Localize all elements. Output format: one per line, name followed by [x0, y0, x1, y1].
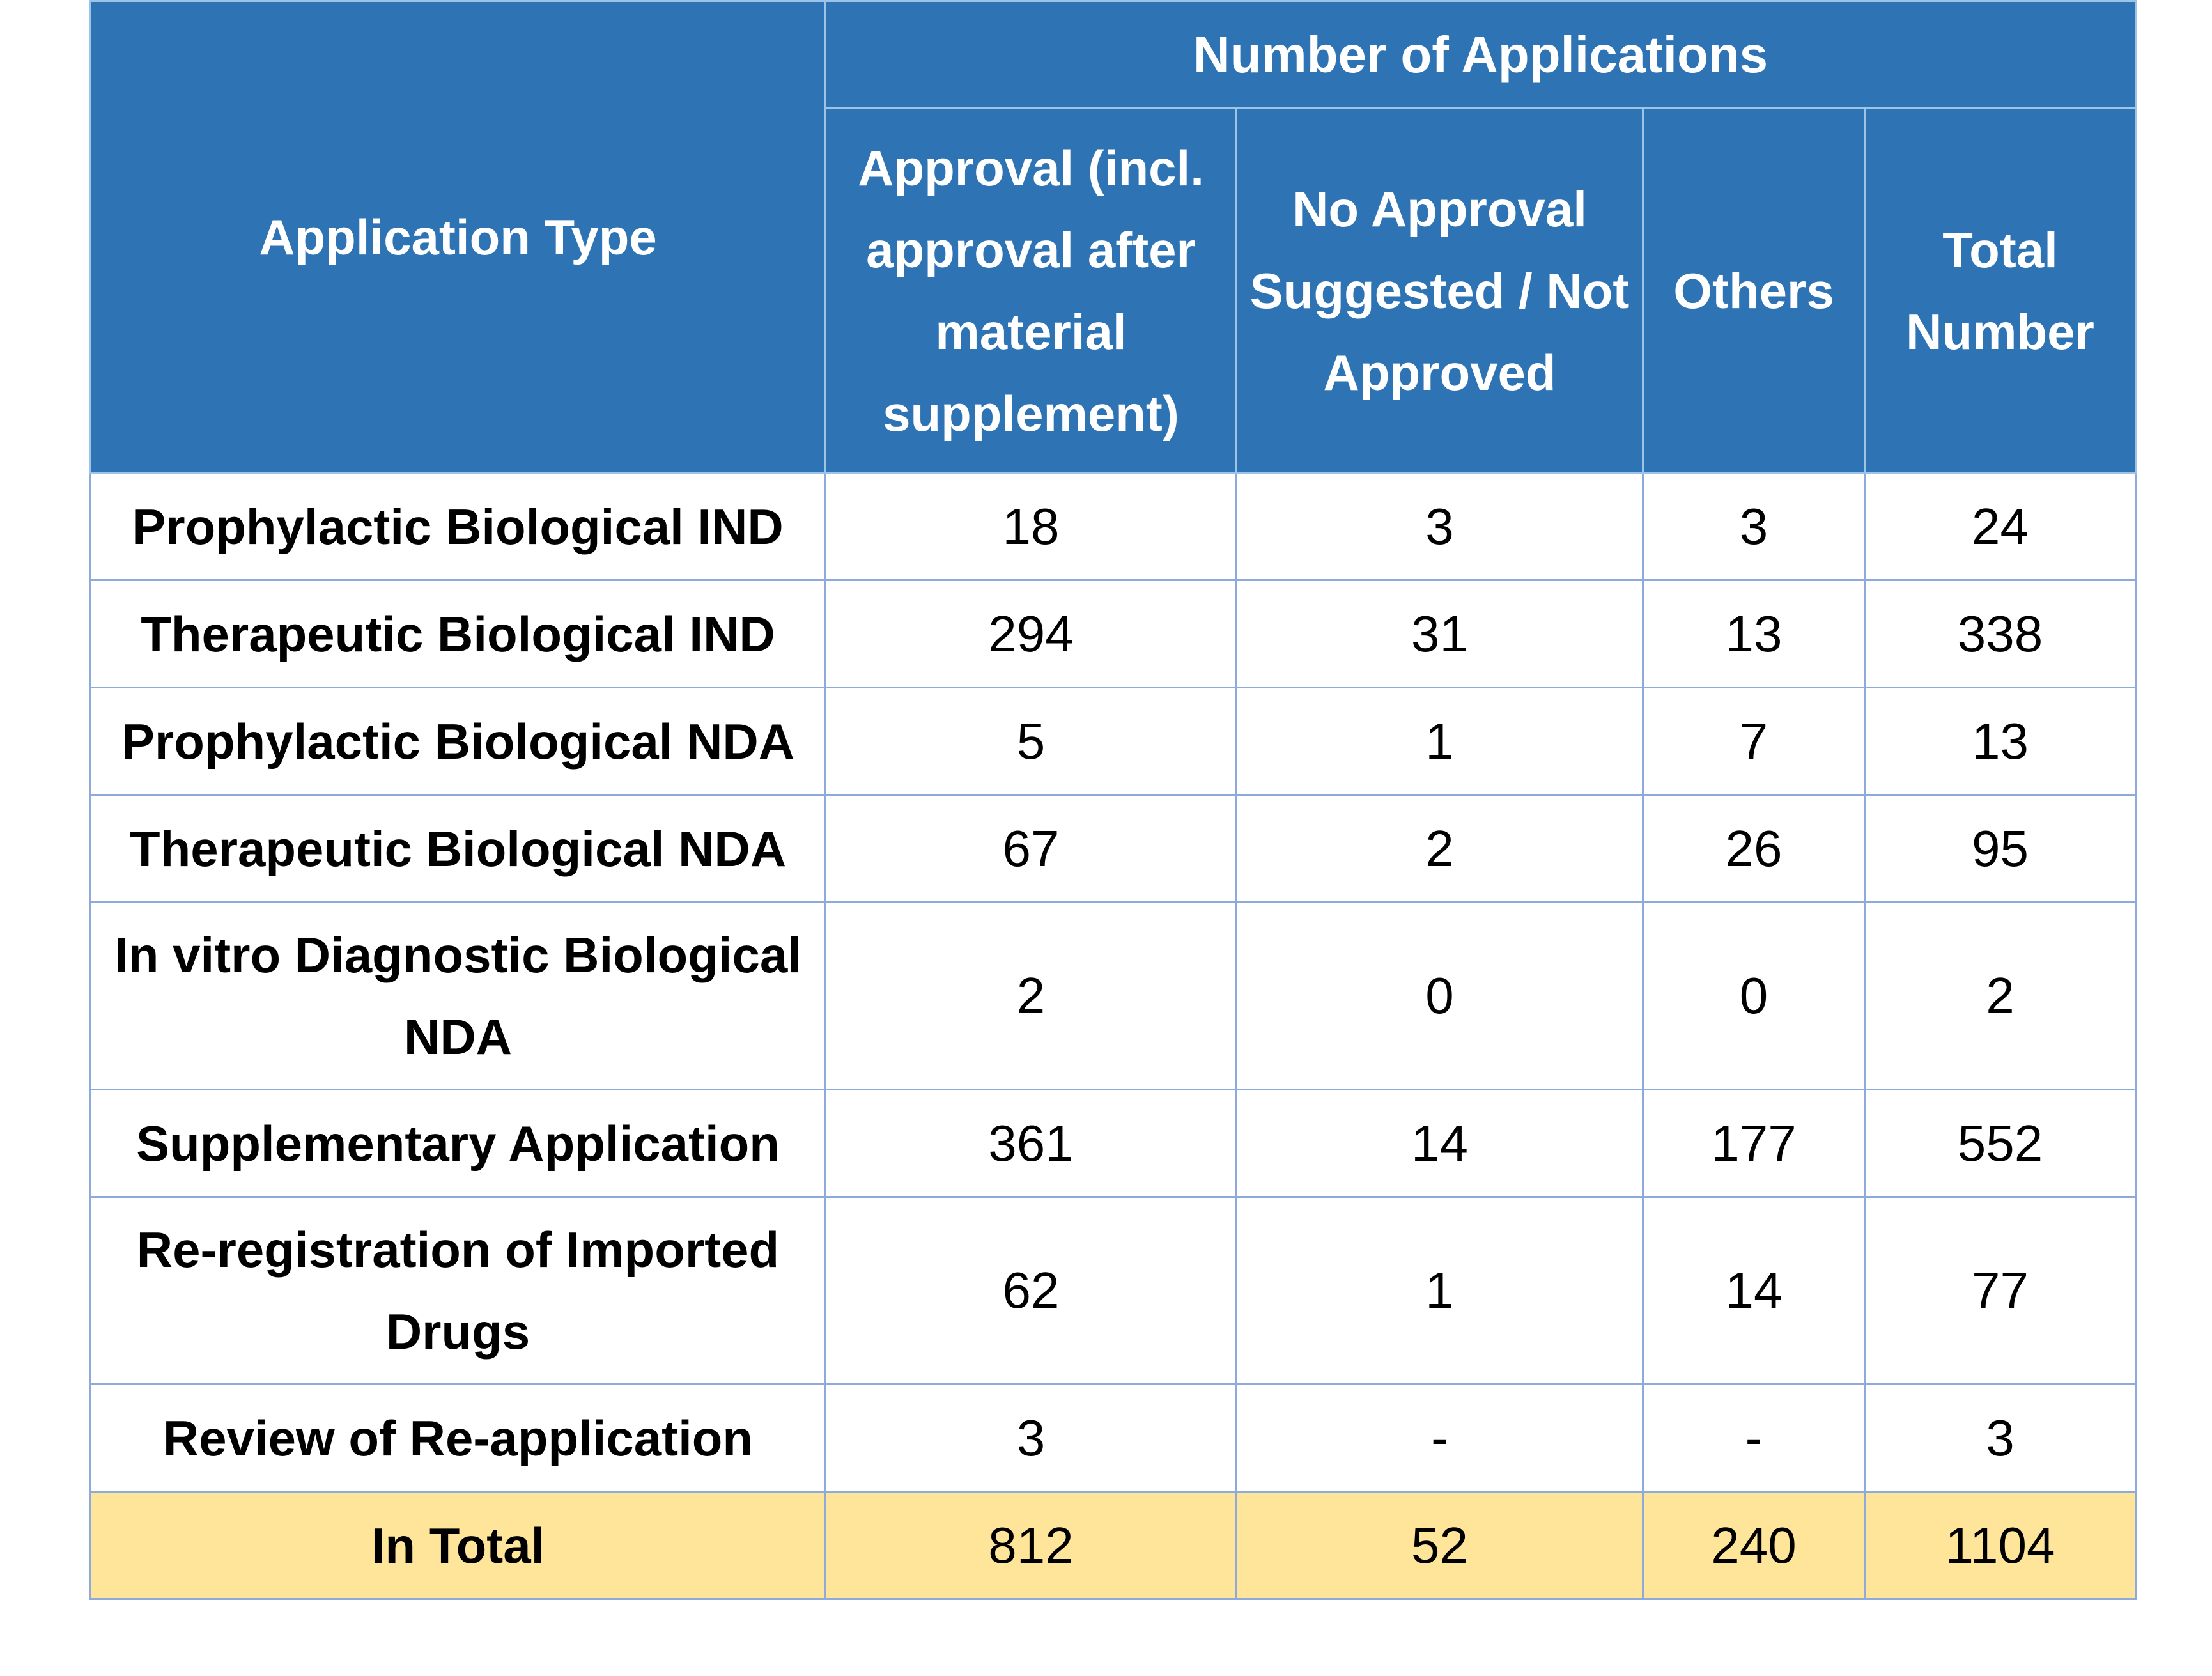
approval-column-header: Approval (incl. approval after material …	[824, 107, 1237, 474]
row-label: In vitro Diagnostic Biological NDA	[89, 901, 826, 1090]
total-row-label: In Total	[89, 1491, 826, 1600]
header-row-top: Application Type Number of Applications	[89, 0, 2137, 474]
no-approval-cell: 1	[1235, 687, 1644, 796]
table-row: Re-registration of Imported Drugs 62 1 1…	[89, 1196, 2137, 1385]
row-label: Therapeutic Biological IND	[89, 579, 826, 688]
no-approval-cell: 0	[1235, 901, 1644, 1090]
table-row: Therapeutic Biological NDA 67 2 26 95	[89, 794, 2137, 903]
approval-cell: 2	[824, 901, 1237, 1090]
table-row: Review of Re-application 3 - - 3	[89, 1383, 2137, 1493]
others-cell: 3	[1642, 472, 1866, 581]
number-of-applications-header: Number of Applications	[824, 0, 2137, 109]
row-label: Review of Re-application	[89, 1383, 826, 1493]
others-column-header: Others	[1642, 107, 1866, 474]
others-cell: -	[1642, 1383, 1866, 1493]
row-label: Therapeutic Biological NDA	[89, 794, 826, 903]
no-approval-cell: 1	[1235, 1196, 1644, 1385]
others-cell: 0	[1642, 901, 1866, 1090]
no-approval-cell: 2	[1235, 794, 1644, 903]
table-row: Therapeutic Biological IND 294 31 13 338	[89, 579, 2137, 688]
total-cell: 2	[1863, 901, 2137, 1090]
row-label: Prophylactic Biological NDA	[89, 687, 826, 796]
approval-cell: 294	[824, 579, 1237, 688]
grand-total-cell: 1104	[1863, 1491, 2137, 1600]
total-cell: 552	[1863, 1089, 2137, 1198]
applications-table: Application Type Number of Applications …	[89, 0, 2137, 1600]
total-no-approval-cell: 52	[1235, 1491, 1644, 1600]
total-cell: 13	[1863, 687, 2137, 796]
total-cell: 3	[1863, 1383, 2137, 1493]
table-header: Application Type Number of Applications …	[89, 0, 2137, 474]
table-row: Supplementary Application 361 14 177 552	[89, 1089, 2137, 1198]
table-row: Prophylactic Biological NDA 5 1 7 13	[89, 687, 2137, 796]
no-approval-cell: 3	[1235, 472, 1644, 581]
no-approval-cell: -	[1235, 1383, 1644, 1493]
no-approval-cell: 31	[1235, 579, 1644, 688]
approval-cell: 18	[824, 472, 1237, 581]
approval-cell: 361	[824, 1089, 1237, 1198]
others-cell: 14	[1642, 1196, 1866, 1385]
total-number-column-header: Total Number	[1863, 107, 2137, 474]
table-row: In vitro Diagnostic Biological NDA 2 0 0…	[89, 901, 2137, 1090]
approval-cell: 67	[824, 794, 1237, 903]
no-approval-cell: 14	[1235, 1089, 1644, 1198]
table-row: Prophylactic Biological IND 18 3 3 24	[89, 472, 2137, 581]
total-cell: 77	[1863, 1196, 2137, 1385]
table-body: Prophylactic Biological IND 18 3 3 24 Th…	[89, 472, 2137, 1600]
total-others-cell: 240	[1642, 1491, 1866, 1600]
total-cell: 95	[1863, 794, 2137, 903]
approval-cell: 3	[824, 1383, 1237, 1493]
total-approval-cell: 812	[824, 1491, 1237, 1600]
others-cell: 26	[1642, 794, 1866, 903]
application-type-header: Application Type	[89, 0, 826, 474]
no-approval-column-header: No Approval Suggested / Not Approved	[1235, 107, 1644, 474]
approval-cell: 5	[824, 687, 1237, 796]
total-cell: 338	[1863, 579, 2137, 688]
others-cell: 177	[1642, 1089, 1866, 1198]
approval-cell: 62	[824, 1196, 1237, 1385]
row-label: Supplementary Application	[89, 1089, 826, 1198]
header-row-sub: Approval (incl. approval after material …	[91, 107, 2137, 474]
others-cell: 13	[1642, 579, 1866, 688]
total-row: In Total 812 52 240 1104	[89, 1491, 2137, 1600]
row-label: Re-registration of Imported Drugs	[89, 1196, 826, 1385]
row-label: Prophylactic Biological IND	[89, 472, 826, 581]
others-cell: 7	[1642, 687, 1866, 796]
total-cell: 24	[1863, 472, 2137, 581]
